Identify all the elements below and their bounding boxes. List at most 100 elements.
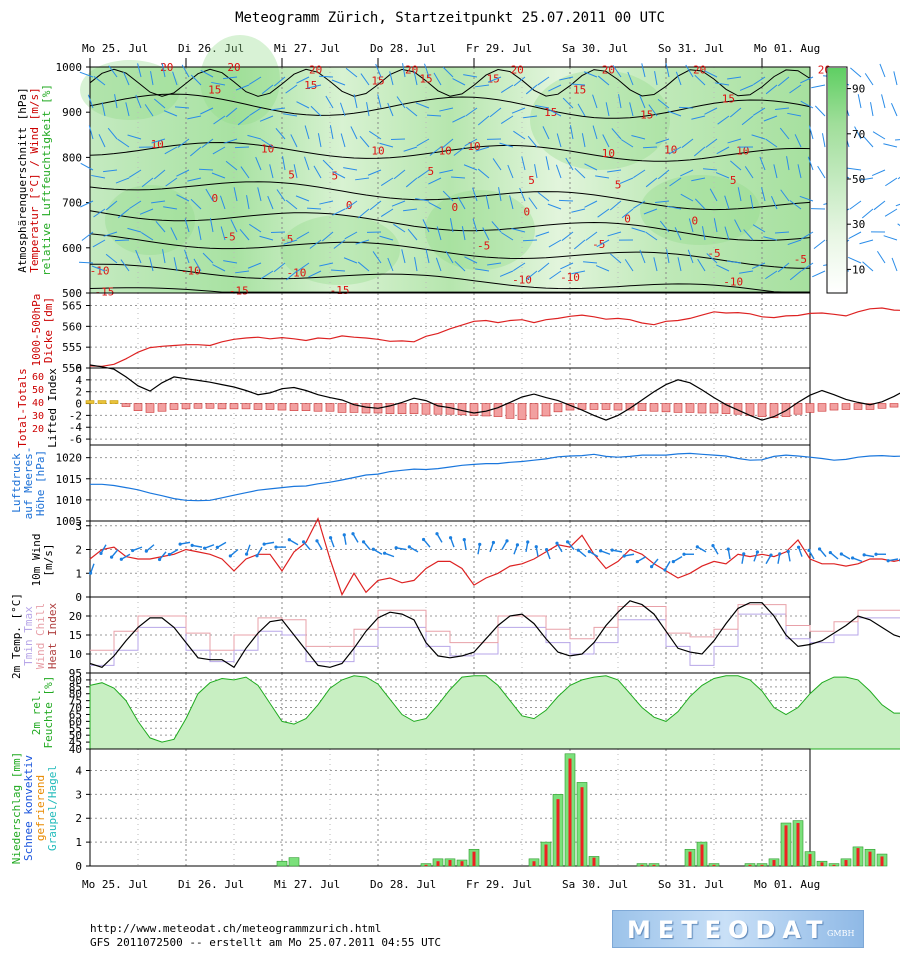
wind-barb <box>117 208 130 219</box>
isotherm-label: 0 <box>523 206 530 219</box>
wind-barb <box>151 200 166 204</box>
precip-convective-bar <box>688 851 692 866</box>
temp-ylabel: Wind Chill <box>34 603 47 669</box>
wind-barb <box>451 176 466 179</box>
wind-barb <box>153 98 166 109</box>
isotherm-label: 10 <box>371 145 384 158</box>
total-totals-bar <box>85 400 95 404</box>
wind-barb <box>619 177 634 184</box>
isotherm-label: 20 <box>511 63 524 76</box>
wind-barb <box>436 226 442 241</box>
wind-barb <box>472 218 478 233</box>
precip-convective-bar <box>784 825 788 866</box>
wind-barb <box>705 138 718 148</box>
wind-barb <box>492 158 502 171</box>
wind-barb <box>583 261 598 264</box>
total-totals-bar <box>409 403 419 414</box>
total-totals-bar <box>649 403 659 412</box>
wind-barb <box>173 257 178 272</box>
wind-barb <box>556 133 562 148</box>
wind-barb <box>81 231 94 241</box>
wind-barb <box>511 107 526 114</box>
total-totals-bar <box>169 403 179 410</box>
wind-barb <box>730 160 742 171</box>
x-day-label-top: Do 28. Jul <box>370 42 436 55</box>
wind-arrowhead <box>778 552 782 556</box>
wind-barb <box>93 208 106 218</box>
temp-step-line <box>90 604 900 651</box>
wind-barb <box>290 134 298 148</box>
total-totals-bar <box>433 403 443 415</box>
wind-arrowhead <box>649 565 654 569</box>
wind-barb <box>739 84 754 91</box>
wind-barb <box>765 138 778 148</box>
wind-barb <box>753 76 766 86</box>
precip-ylabel: Niederschlag [mm] <box>10 752 23 865</box>
wind-barb <box>777 262 790 273</box>
wind-barb <box>285 270 298 281</box>
wind-arrow <box>408 546 419 553</box>
total-totals-bar <box>313 403 323 412</box>
stability-ylabel-left: Total-Totals <box>16 368 29 447</box>
wind-arrowhead <box>565 540 570 544</box>
wind-arrow <box>829 552 839 560</box>
wind-barb <box>297 262 310 272</box>
wind-barb <box>380 177 394 187</box>
wind-barb <box>464 138 478 147</box>
wind-barb <box>307 84 322 89</box>
wind-arrowhead <box>255 554 259 558</box>
wind-arrowhead <box>515 543 520 547</box>
wind-arrow <box>423 539 431 548</box>
wind-arrow <box>651 558 659 568</box>
wind-barb <box>631 135 646 140</box>
wind-barb <box>706 253 718 264</box>
wind-barb <box>416 138 430 147</box>
wind-barb <box>611 128 622 140</box>
x-day-label-bottom: Di 26. Jul <box>178 878 244 891</box>
pressure-line <box>90 452 900 502</box>
wind-barb <box>407 228 418 241</box>
wind-barb <box>500 115 514 124</box>
wind-barb <box>452 78 466 86</box>
isotherm-label: -5 <box>707 247 720 260</box>
wind-barb <box>445 250 454 264</box>
wind-barb <box>499 270 514 277</box>
wind-barb <box>80 200 94 208</box>
total-totals-bar <box>625 403 635 411</box>
wind-barb <box>703 168 718 171</box>
wind-barb <box>249 223 262 233</box>
wind-barb <box>353 94 358 109</box>
total-totals-bar <box>841 403 851 410</box>
y-tick-label: 60 <box>69 715 82 728</box>
wind-barb <box>114 94 118 109</box>
wind-barb <box>487 76 502 83</box>
wind-barb <box>162 249 166 264</box>
y-tick-label: 65 <box>69 708 82 721</box>
wind-arrow <box>753 551 759 562</box>
wind-barb <box>499 142 514 148</box>
wind-barb <box>629 102 634 117</box>
wind-barb <box>584 200 598 208</box>
wind-barb <box>876 250 886 264</box>
wind-arrowhead <box>287 538 291 542</box>
wind-barb <box>161 63 166 78</box>
wind-barb <box>439 169 454 174</box>
wind-barb <box>220 226 226 241</box>
wind-barb <box>525 270 538 281</box>
wind-barb <box>535 105 550 109</box>
colorbar-tick-label: 70 <box>852 128 865 141</box>
y-tick-label: 95 <box>69 667 82 680</box>
wind-arrow <box>303 541 311 550</box>
wind-barb <box>849 200 862 210</box>
wind-arrowhead <box>491 540 496 545</box>
humidity-blotch <box>80 60 180 120</box>
wind-barb <box>247 134 262 140</box>
stability-tt-scale: 40 <box>32 398 44 409</box>
wind-barb <box>739 270 754 274</box>
wind-barb <box>304 125 310 140</box>
wind-barb <box>559 76 574 81</box>
footer-url[interactable]: http://www.meteodat.ch/meteogrammzurich.… <box>90 922 382 935</box>
total-totals-bar <box>877 403 887 409</box>
y-tick-label: 3 <box>75 520 82 533</box>
wind-barb <box>893 71 898 86</box>
